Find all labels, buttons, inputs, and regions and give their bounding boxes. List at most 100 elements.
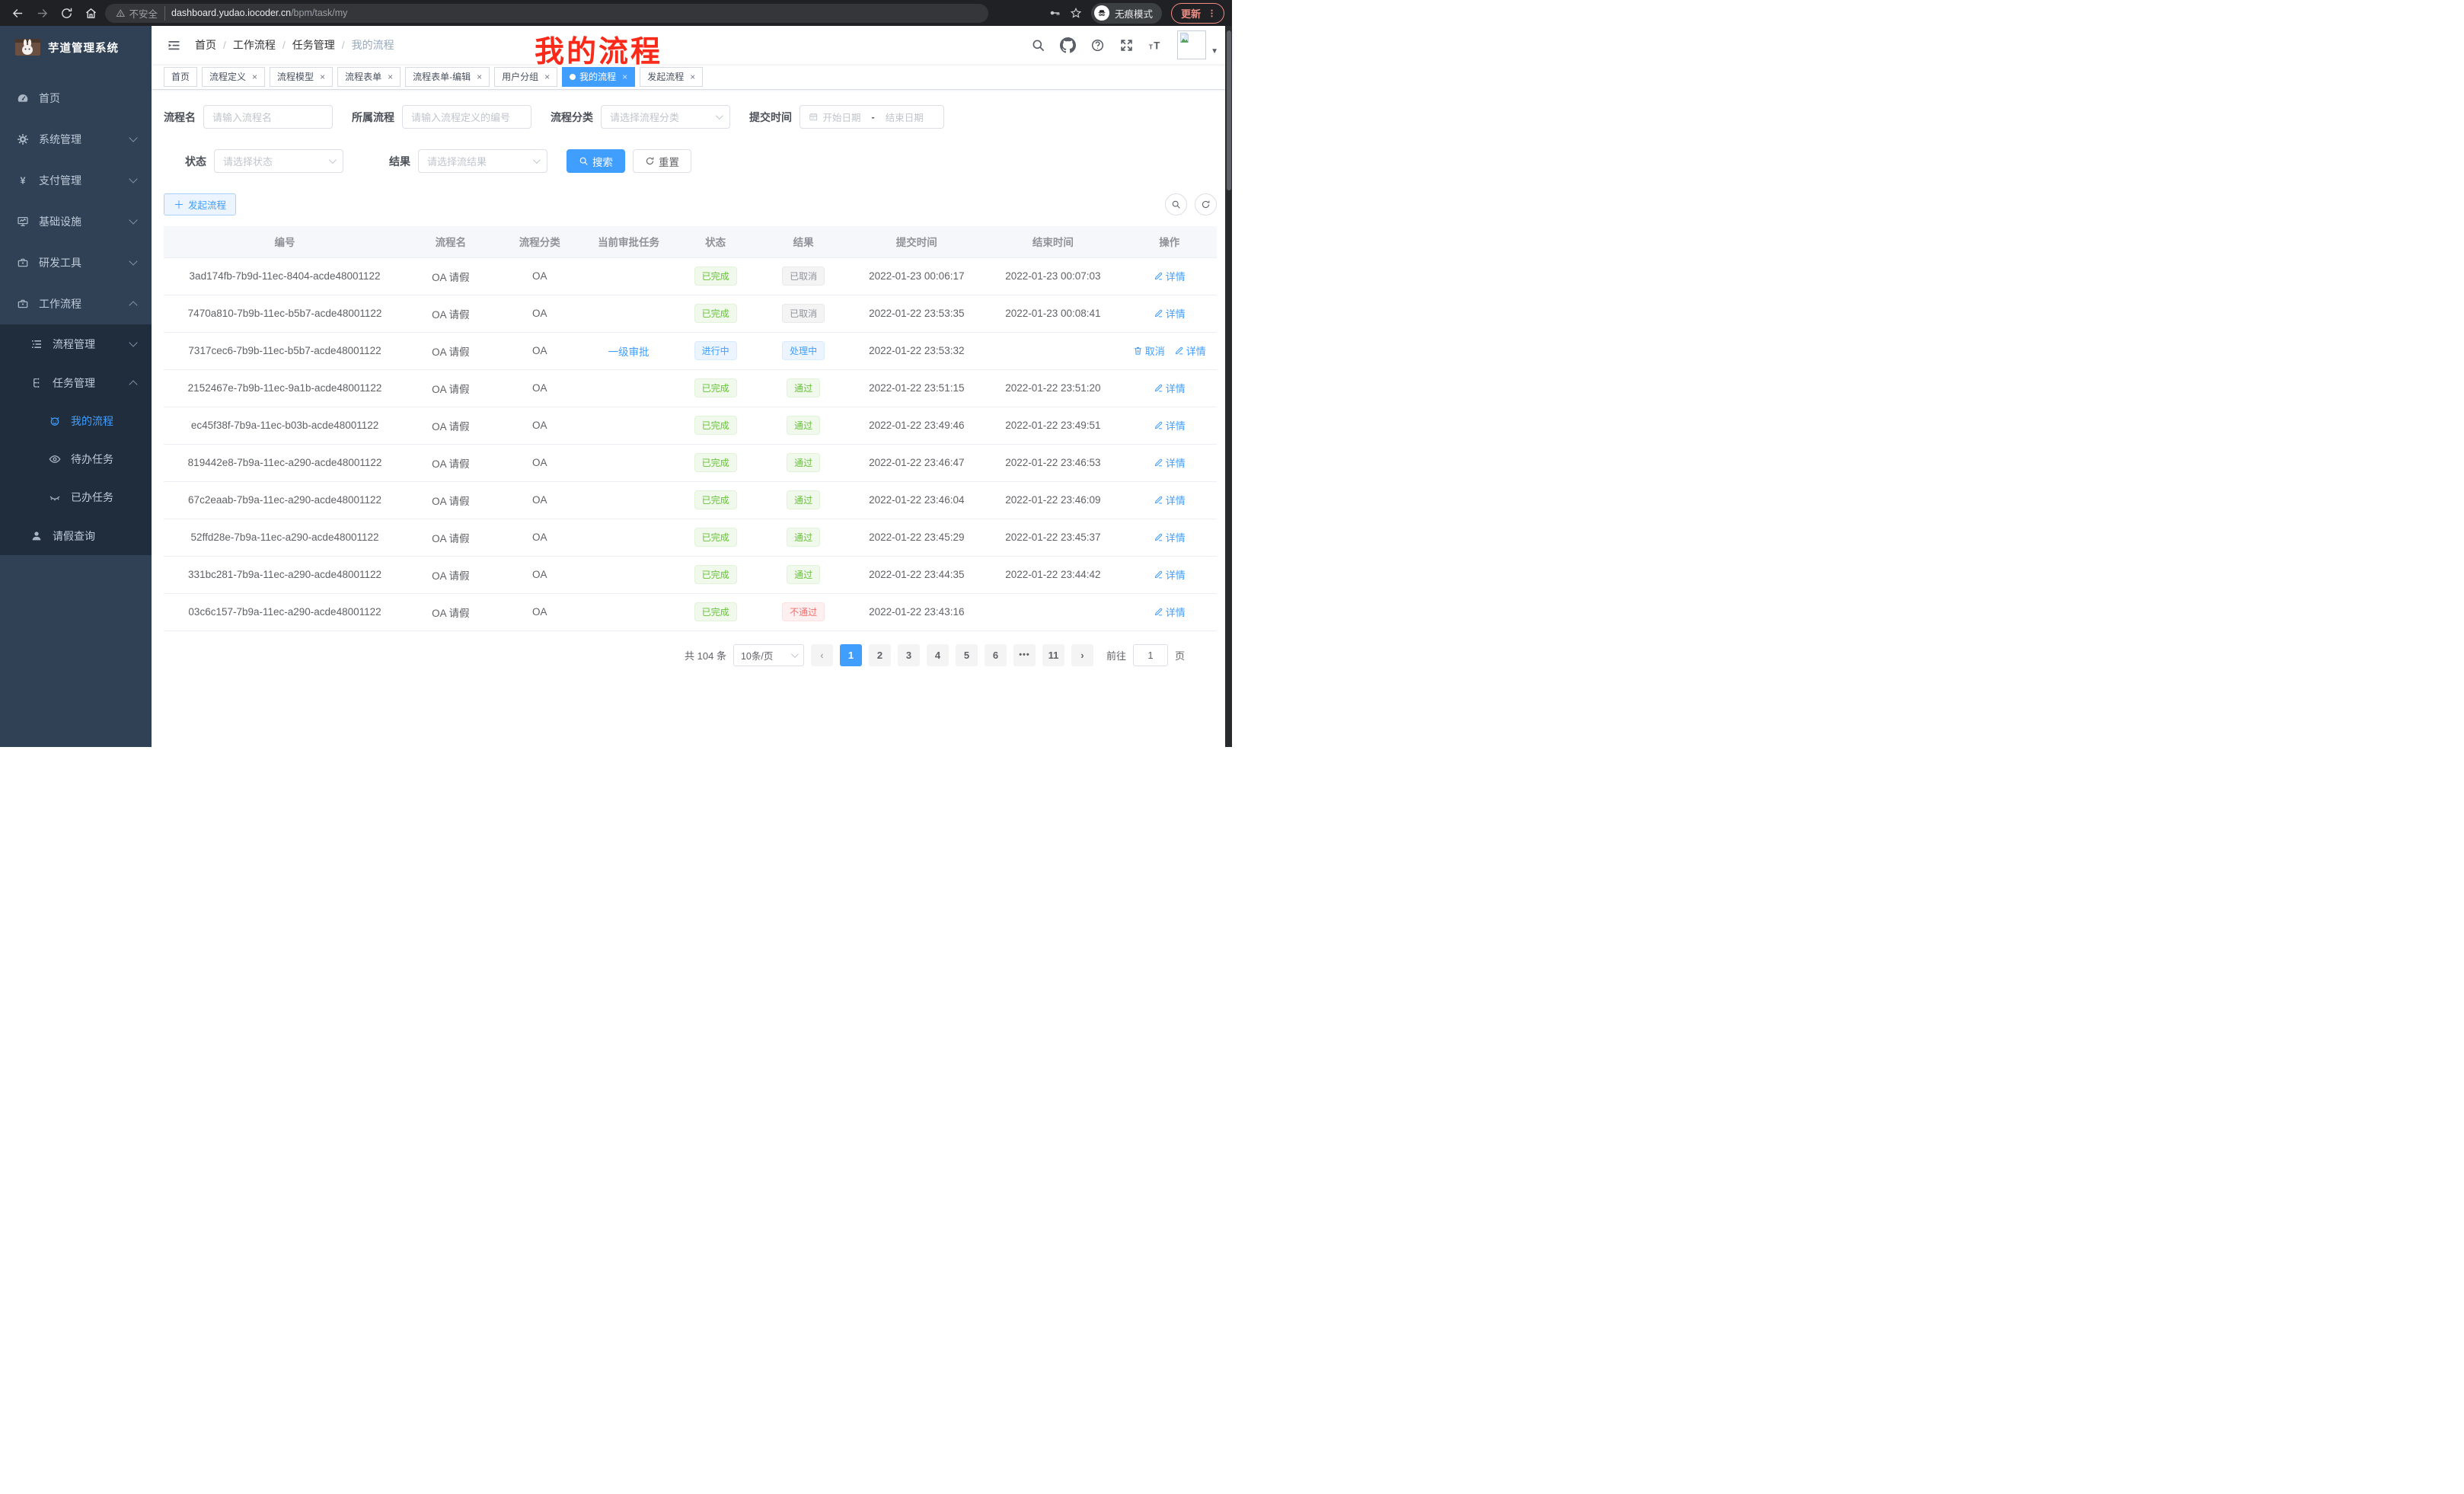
forward-icon[interactable] [32,3,52,23]
op-详情[interactable]: 详情 [1154,269,1186,283]
tab-发起流程[interactable]: 发起流程 × [640,66,704,87]
filter-row-2: 状态 请选择状态 结果 请选择流结果 搜索 重置 [164,149,1217,173]
sidebar-item-首页[interactable]: 首页 [0,78,152,119]
tab-流程表单[interactable]: 流程表单 × [337,66,401,87]
reset-button[interactable]: 重置 [633,149,691,173]
sidebar-item-工作流程[interactable]: 工作流程 [0,283,152,324]
task-link[interactable]: 一级审批 [608,346,650,358]
select-状态[interactable]: 请选择状态 [214,149,343,173]
hide-search-button[interactable] [1165,193,1187,215]
breadcrumb-item[interactable]: 首页 [195,39,216,51]
breadcrumb-item[interactable]: 任务管理 [292,39,335,51]
column-header-当前审批任务: 当前审批任务 [583,226,674,258]
sidebar-item-待办任务[interactable]: 待办任务 [0,440,152,478]
prev-page-button[interactable]: ‹ [810,643,833,666]
page-button-3[interactable]: 3 [897,643,920,666]
sidebar-item-系统管理[interactable]: 系统管理 [0,119,152,160]
cell-process-name: OA 请假 [406,444,496,482]
close-icon[interactable]: × [690,71,696,82]
op-详情[interactable]: 详情 [1154,455,1186,470]
back-icon[interactable] [8,3,27,23]
goto-page-input[interactable]: 1 [1132,643,1168,666]
scrollbar-thumb[interactable] [1226,30,1231,190]
help-icon[interactable] [1090,38,1105,53]
reload-icon[interactable] [56,3,76,23]
op-详情[interactable]: 详情 [1174,343,1206,358]
input-流程名[interactable]: 请输入流程名 [203,105,333,129]
close-icon[interactable]: × [544,71,551,82]
cell-id: 7317cec6-7b9b-11ec-b5b7-acde48001122 [164,332,407,370]
refresh-table-button[interactable] [1195,193,1217,215]
cell-result: 通过 [757,481,850,519]
sidebar-item-流程管理[interactable]: 流程管理 [0,324,152,363]
date-range-input[interactable]: 开始日期 - 结束日期 [800,105,944,129]
tab-流程模型[interactable]: 流程模型 × [270,66,334,87]
tab-我的流程[interactable]: 我的流程 × [562,66,636,87]
page-button-1[interactable]: 1 [839,643,862,666]
cell-end-time: 2022-01-22 23:46:53 [984,444,1122,482]
op-详情[interactable]: 详情 [1154,567,1186,582]
sidebar-item-研发工具[interactable]: 研发工具 [0,242,152,283]
more-pages-button[interactable]: ••• [1013,643,1036,666]
page-scrollbar[interactable] [1225,26,1232,747]
app-logo-row[interactable]: 芋道管理系统 [0,26,152,69]
page-button-11[interactable]: 11 [1042,643,1064,666]
sidebar-item-我的流程[interactable]: 我的流程 [0,402,152,440]
op-详情[interactable]: 详情 [1154,418,1186,433]
close-icon[interactable]: × [252,71,258,82]
select-流程分类[interactable]: 请选择流程分类 [601,105,730,129]
github-icon[interactable] [1060,37,1077,53]
close-icon[interactable]: × [477,71,483,82]
cell-category: OA [495,332,584,370]
hamburger-icon[interactable] [167,38,181,53]
op-详情[interactable]: 详情 [1154,605,1186,619]
page-button-4[interactable]: 4 [926,643,949,666]
svg-text:T: T [1154,40,1160,51]
security-indicator[interactable]: 不安全 [116,5,166,21]
home-icon[interactable] [81,3,101,23]
cell-operations: 详情 [1122,257,1217,295]
page-button-6[interactable]: 6 [984,643,1007,666]
search-button[interactable]: 搜索 [567,149,625,173]
key-icon[interactable] [1048,7,1061,19]
select-结果[interactable]: 请选择流结果 [418,149,547,173]
sidebar-item-请假查询[interactable]: 请假查询 [0,516,152,555]
tab-流程表单-编辑[interactable]: 流程表单-编辑 × [405,66,490,87]
close-icon[interactable]: × [388,71,394,82]
op-详情[interactable]: 详情 [1154,381,1186,395]
url-bar[interactable]: 不安全 dashboard.yudao.iocoder.cn/bpm/task/… [105,3,988,23]
next-page-button[interactable]: › [1071,643,1093,666]
chevron-down-icon [129,174,138,184]
eye-icon [49,453,61,465]
close-icon[interactable]: × [622,71,628,82]
tab-用户分组[interactable]: 用户分组 × [494,66,558,87]
header-search-icon[interactable] [1031,38,1045,53]
browser-menu-icon[interactable] [1207,8,1217,18]
op-详情[interactable]: 详情 [1154,306,1186,321]
bookmark-star-icon[interactable] [1070,7,1082,19]
cell-status: 已完成 [673,481,758,519]
breadcrumb-item[interactable]: 工作流程 [232,39,276,51]
result-badge: 通过 [787,490,821,509]
create-process-button[interactable]: ＋ 发起流程 [164,193,237,215]
close-icon[interactable]: × [320,71,326,82]
tab-流程定义[interactable]: 流程定义 × [202,66,266,87]
page-button-2[interactable]: 2 [868,643,891,666]
page-size-select[interactable]: 10条/页 [732,643,804,666]
sidebar-menu: 首页 系统管理 ¥ 支付管理 基础设施 研发工具 工作流程 流程管理 任务管理 我的流程 待办任务已… [0,78,152,555]
op-详情[interactable]: 详情 [1154,493,1186,507]
page-button-5[interactable]: 5 [955,643,978,666]
sidebar-item-任务管理[interactable]: 任务管理 [0,363,152,402]
sidebar-item-已办任务[interactable]: 已办任务 [0,478,152,516]
cell-operations: 取消 详情 [1122,332,1217,370]
user-menu[interactable]: ▼ [1177,30,1218,59]
input-所属流程[interactable]: 请输入流程定义的编号 [402,105,531,129]
fullscreen-icon[interactable] [1119,38,1134,53]
op-取消[interactable]: 取消 [1133,343,1165,358]
update-button[interactable]: 更新 [1170,2,1224,24]
sidebar-item-基础设施[interactable]: 基础设施 [0,201,152,242]
tab-首页[interactable]: 首页 [164,66,198,87]
sidebar-item-支付管理[interactable]: ¥ 支付管理 [0,160,152,201]
op-详情[interactable]: 详情 [1154,530,1186,544]
